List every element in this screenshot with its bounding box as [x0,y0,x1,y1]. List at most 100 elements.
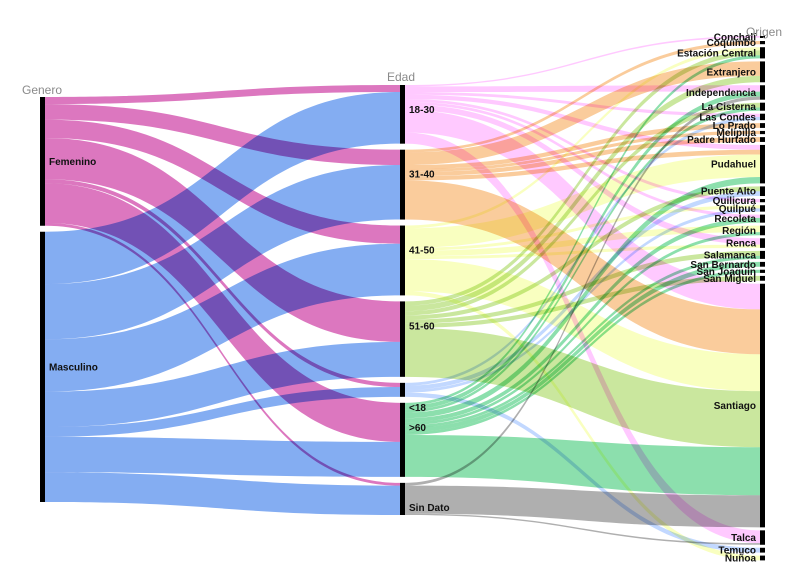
node-talca[interactable] [760,530,765,545]
links-layer [45,36,760,561]
column-title-genero: Genero [22,83,62,97]
node-coquimbo[interactable] [760,41,765,45]
link-31-40-to-lo-prado[interactable] [405,123,760,170]
link-31-40-to-extranjero[interactable] [405,61,760,166]
link-gt60-to-independencia[interactable] [405,91,760,410]
link-masculino-to-51-60[interactable] [45,341,400,428]
link-femenino-to-sin-dato[interactable] [45,222,400,486]
node-label-independencia: Independencia [686,88,756,99]
link-51-60-to-salamanca[interactable] [405,250,760,324]
node-quilpue[interactable] [760,205,765,212]
node-18-30[interactable] [400,85,405,144]
link-sin-dato-to-independencia[interactable] [405,96,760,486]
link-31-40-to-pudahuel[interactable] [405,149,760,181]
link-gt60-to-region[interactable] [405,232,760,426]
link-gt60-to-santiago[interactable] [405,434,760,496]
link-31-40-to-melipilla[interactable] [405,130,760,173]
node-las-condes[interactable] [760,113,765,121]
node-label-santiago: Santiago [714,401,756,412]
node-label-temuco: Temuco [718,546,756,557]
node-label-talca: Talca [731,533,756,544]
link-gt60-to-san-joaquin[interactable] [405,269,760,435]
link-sin-dato-to-talca[interactable] [405,513,760,545]
node-label-san-bernardo: San Bernardo [690,260,756,271]
node-independencia[interactable] [760,85,765,100]
link-masculino-to-41-50[interactable] [45,243,400,392]
node-51-60[interactable] [400,301,405,377]
node-label-pudahuel: Pudahuel [711,160,756,171]
link-31-40-to-coquimbo[interactable] [405,41,760,153]
node-41-50[interactable] [400,225,405,296]
link-18-30-to-conchali[interactable] [405,36,760,87]
node-label-lt18: <18 [409,403,426,414]
node-label-51-60: 51-60 [409,321,435,332]
node-label-salamanca: Salamanca [704,250,757,261]
node-label-conchali: Conchalí [714,33,757,44]
link-51-60-to-santiago[interactable] [405,327,760,448]
link-41-50-to-nunoa[interactable] [405,291,760,561]
link-masculino-to-gt60[interactable] [45,436,400,477]
link-41-50-to-region[interactable] [405,225,760,257]
link-41-50-to-pudahuel[interactable] [405,154,760,248]
node-label-region: Región [722,226,756,237]
node-temuco[interactable] [760,547,765,553]
node-estacion-central[interactable] [760,47,765,59]
node-masculino[interactable] [40,231,45,503]
link-gt60-to-la-cisterna[interactable] [405,107,760,413]
node-salamanca[interactable] [760,250,765,259]
link-masculino-to-lt18[interactable] [45,387,400,437]
node-la-cisterna[interactable] [760,102,765,111]
link-18-30-to-pudahuel[interactable] [405,94,760,150]
node-melipilla[interactable] [760,130,765,135]
link-18-30-to-independencia[interactable] [405,85,760,92]
node-label-coquimbo: Coquimbo [707,38,756,49]
node-conchali[interactable] [760,36,765,38]
link-masculino-to-31-40[interactable] [45,165,400,340]
link-masculino-to-sin-dato[interactable] [45,472,400,515]
node-san-bernardo[interactable] [760,261,765,267]
link-51-60-to-extranjero[interactable] [405,75,760,312]
node-label-femenino: Femenino [49,157,96,168]
link-31-40-to-padre-hurtado[interactable] [405,137,760,177]
link-51-60-to-la-cisterna[interactable] [405,102,760,316]
node-sin-dato[interactable] [400,482,405,515]
node-31-40[interactable] [400,149,405,220]
link-masculino-to-18-30[interactable] [45,91,400,285]
node-gt60[interactable] [400,402,405,477]
node-padre-hurtado[interactable] [760,137,765,142]
link-18-30-to-recoleta[interactable] [405,101,760,218]
link-18-30-to-renca[interactable] [405,104,760,245]
node-label-18-30: 18-30 [409,105,435,116]
node-nunoa[interactable] [760,555,765,561]
node-femenino[interactable] [40,97,45,226]
node-san-joaquin[interactable] [760,269,765,273]
link-gt60-to-estacion-central[interactable] [405,55,760,406]
link-femenino-to-lt18[interactable] [45,179,400,388]
node-santiago[interactable] [760,283,765,528]
link-sin-dato-to-santiago[interactable] [405,485,760,528]
node-recoleta[interactable] [760,214,765,223]
node-extranjero[interactable] [760,61,765,83]
link-gt60-to-san-bernardo[interactable] [405,261,760,433]
node-label-estacion-central: Estación Central [677,48,756,59]
link-gt60-to-pudahuel[interactable] [405,176,760,419]
node-lo-prado[interactable] [760,123,765,128]
link-41-50-to-quilpue[interactable] [405,205,760,251]
node-puente-alto[interactable] [760,186,765,197]
node-san-miguel[interactable] [760,275,765,281]
node-label-recoleta: Recoleta [714,214,756,225]
link-gt60-to-recoleta[interactable] [405,217,760,423]
node-label-extranjero: Extranjero [707,67,756,78]
node-renca[interactable] [760,238,765,248]
link-51-60-to-estacion-central[interactable] [405,50,760,306]
node-pudahuel[interactable] [760,144,765,184]
node-lt18[interactable] [400,382,405,397]
link-femenino-to-18-30[interactable] [45,85,400,105]
link-41-50-to-estacion-central[interactable] [405,47,760,229]
link-gt60-to-salamanca[interactable] [405,255,760,428]
node-quilicura[interactable] [760,199,765,203]
link-18-30-to-las-condes[interactable] [405,91,760,117]
node-region[interactable] [760,225,765,236]
nodes-layer [40,36,765,561]
